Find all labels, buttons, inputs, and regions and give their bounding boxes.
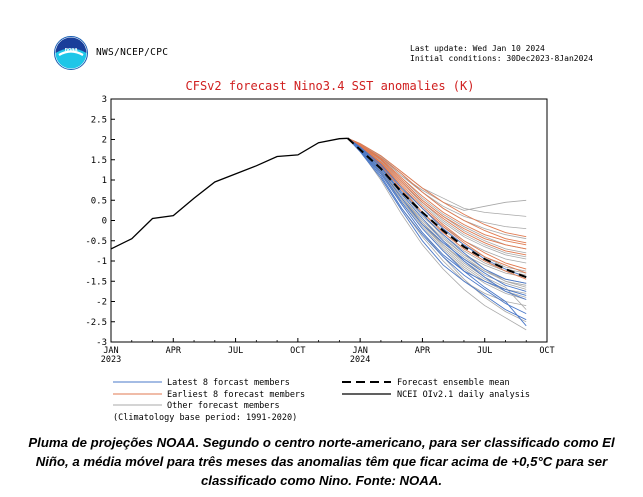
latest-member-line <box>347 137 527 284</box>
latest-member-line <box>347 137 527 296</box>
x-tick-label: OCT <box>539 346 554 356</box>
x-tick-label: JUL <box>477 346 492 356</box>
latest-member-line <box>347 137 527 327</box>
y-tick-label: 2 <box>102 136 107 146</box>
x-tick-year-label: 2023 <box>101 355 121 365</box>
last-update: Last update: Wed Jan 10 2024 <box>410 44 545 53</box>
x-tick-label: APR <box>415 346 431 356</box>
earliest-member-line <box>347 137 527 256</box>
y-tick-label: 3 <box>102 95 107 105</box>
y-tick-label: 2.5 <box>91 115 107 125</box>
initial-conditions: Initial conditions: 30Dec2023-8Jan2024 <box>410 54 594 63</box>
chart: CFSv2 forecast Nino3.4 SST anomalies (K)… <box>85 79 554 423</box>
earliest-member-line <box>347 137 527 238</box>
legend-latest-label: Latest 8 forcast members <box>167 378 290 388</box>
legend-earliest-label: Earliest 8 forecast members <box>167 390 305 400</box>
latest-member-line <box>347 137 527 278</box>
legend-climatology: (Climatology base period: 1991-2020) <box>113 413 297 423</box>
other-member-line <box>347 137 527 211</box>
chart-title: CFSv2 forecast Nino3.4 SST anomalies (K) <box>186 79 475 93</box>
y-tick-label: 1.5 <box>91 156 107 166</box>
legend-ensemble-mean-label: Forecast ensemble mean <box>397 378 510 388</box>
y-tick-label: 0 <box>102 217 107 227</box>
y-tick-label: -3 <box>96 338 107 348</box>
x-tick-label: OCT <box>290 346 305 356</box>
figure: noaa NWS/NCEP/CPC Last update: Wed Jan 1… <box>54 36 593 423</box>
legend-analysis-label: NCEI OIv2.1 daily analysis <box>397 390 530 400</box>
earliest-member-line <box>347 137 527 274</box>
x-tick-label: JUL <box>228 346 243 356</box>
earliest-member-line <box>347 137 527 270</box>
agency-label: NWS/NCEP/CPC <box>96 47 169 58</box>
x-tick-label: APR <box>166 346 182 356</box>
plot-frame <box>110 98 548 343</box>
analysis-line <box>110 137 348 250</box>
figure-caption: Pluma de projeções NOAA. Segundo o centr… <box>28 435 615 488</box>
y-tick-label: -1.5 <box>85 277 107 287</box>
y-tick-label: -2 <box>96 298 107 308</box>
earliest-member-line <box>347 137 527 246</box>
y-tick-label: -2.5 <box>85 318 107 328</box>
legend-other-label: Other forecast members <box>167 401 280 411</box>
latest-member-line <box>347 137 527 321</box>
x-tick-year-label: 2024 <box>350 355 370 365</box>
noaa-logo: noaa <box>54 36 88 70</box>
y-tick-label: -1 <box>96 257 107 267</box>
noaa-logo-text: noaa <box>65 47 79 53</box>
earliest-member-line <box>347 137 527 244</box>
latest-member-line <box>347 137 527 315</box>
ensemble-mean-line <box>347 137 527 279</box>
x-tick-label: JAN <box>352 346 367 356</box>
x-tick-label: JAN <box>103 346 118 356</box>
legend: Latest 8 forcast members Earliest 8 fore… <box>113 378 530 423</box>
other-member-line <box>347 137 527 217</box>
y-tick-label: 1 <box>102 176 107 186</box>
update-info: Last update: Wed Jan 10 2024 Initial con… <box>410 44 593 64</box>
plot-series <box>110 137 527 331</box>
earliest-member-line <box>347 137 527 250</box>
y-tick-label: 0.5 <box>91 196 107 206</box>
axes: 32.521.510.50-0.5-1-1.5-2-2.5-3JAN2023AP… <box>85 95 554 365</box>
y-tick-label: -0.5 <box>85 237 107 247</box>
